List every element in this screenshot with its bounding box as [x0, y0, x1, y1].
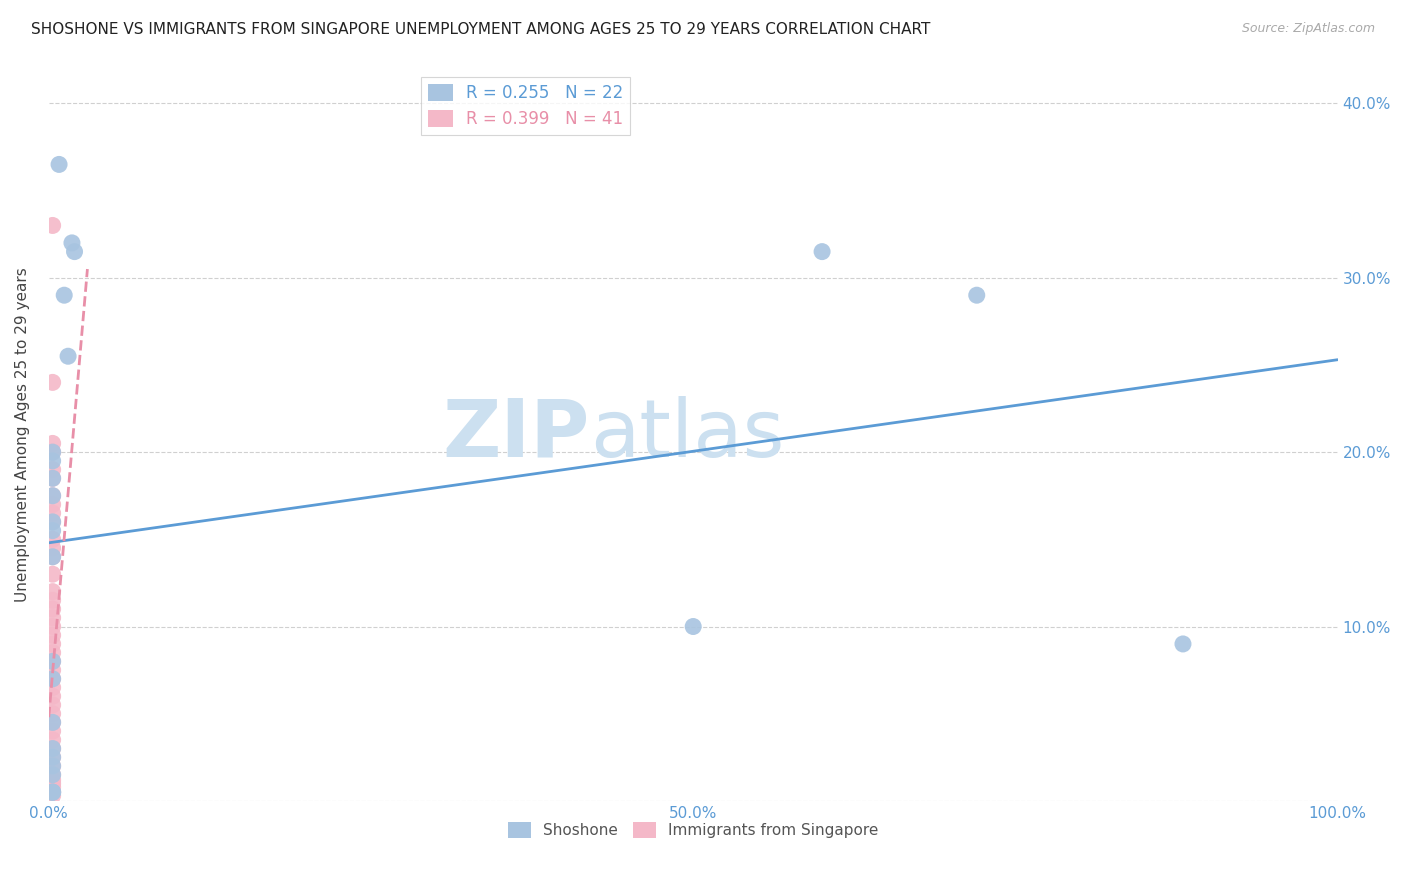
Point	[41, 672, 63, 686]
Legend: Shoshone, Immigrants from Singapore: Shoshone, Immigrants from Singapore	[502, 816, 884, 845]
Point	[41, 541, 63, 555]
Point	[41, 471, 63, 485]
Point	[41, 715, 63, 730]
Point	[41, 628, 63, 642]
Point	[41, 602, 63, 616]
Point	[41, 741, 63, 756]
Y-axis label: Unemployment Among Ages 25 to 29 years: Unemployment Among Ages 25 to 29 years	[15, 268, 30, 602]
Point	[48, 157, 70, 171]
Point	[41, 489, 63, 503]
Point	[41, 698, 63, 712]
Point	[41, 646, 63, 660]
Point	[41, 549, 63, 564]
Point	[41, 445, 63, 459]
Point	[63, 244, 86, 259]
Point	[41, 672, 63, 686]
Point	[41, 706, 63, 721]
Point	[41, 436, 63, 450]
Point	[60, 235, 83, 250]
Point	[41, 759, 63, 773]
Point	[1171, 637, 1194, 651]
Point	[41, 750, 63, 764]
Point	[41, 471, 63, 485]
Point	[41, 690, 63, 704]
Point	[41, 489, 63, 503]
Point	[41, 654, 63, 668]
Point	[41, 768, 63, 782]
Text: ZIP: ZIP	[443, 396, 591, 474]
Text: SHOSHONE VS IMMIGRANTS FROM SINGAPORE UNEMPLOYMENT AMONG AGES 25 TO 29 YEARS COR: SHOSHONE VS IMMIGRANTS FROM SINGAPORE UN…	[31, 22, 931, 37]
Point	[41, 619, 63, 633]
Point	[41, 506, 63, 520]
Point	[41, 681, 63, 695]
Point	[41, 533, 63, 547]
Point	[41, 376, 63, 390]
Point	[41, 611, 63, 625]
Point	[41, 654, 63, 668]
Point	[41, 785, 63, 799]
Point	[41, 785, 63, 799]
Point	[41, 219, 63, 233]
Point	[41, 776, 63, 790]
Point	[41, 750, 63, 764]
Point	[41, 567, 63, 582]
Point	[41, 785, 63, 799]
Point	[41, 759, 63, 773]
Point	[56, 349, 79, 363]
Point	[41, 584, 63, 599]
Point	[41, 462, 63, 476]
Text: Source: ZipAtlas.com: Source: ZipAtlas.com	[1241, 22, 1375, 36]
Point	[41, 789, 63, 803]
Point	[41, 715, 63, 730]
Point	[41, 498, 63, 512]
Point	[811, 244, 834, 259]
Point	[966, 288, 988, 302]
Text: atlas: atlas	[591, 396, 785, 474]
Point	[41, 549, 63, 564]
Point	[41, 515, 63, 529]
Point	[41, 515, 63, 529]
Point	[41, 732, 63, 747]
Point	[682, 619, 704, 633]
Point	[41, 768, 63, 782]
Point	[41, 724, 63, 739]
Point	[41, 593, 63, 607]
Point	[41, 445, 63, 459]
Point	[41, 772, 63, 787]
Point	[41, 454, 63, 468]
Point	[41, 663, 63, 677]
Point	[41, 780, 63, 794]
Point	[41, 637, 63, 651]
Point	[53, 288, 76, 302]
Point	[41, 741, 63, 756]
Point	[41, 524, 63, 538]
Point	[41, 785, 63, 799]
